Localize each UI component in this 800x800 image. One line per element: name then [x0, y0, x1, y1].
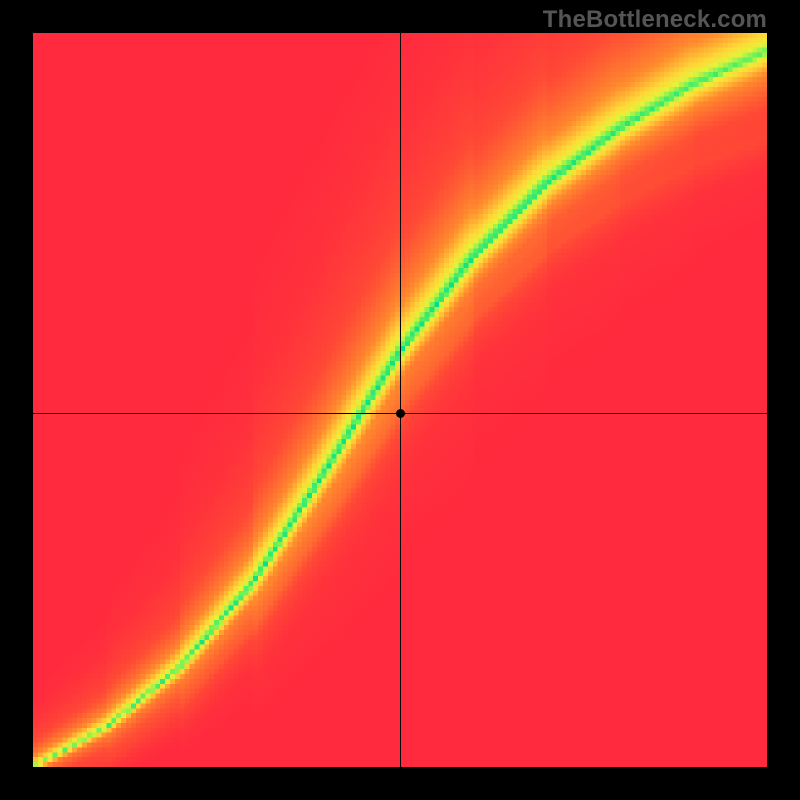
watermark-text: TheBottleneck.com	[543, 6, 767, 34]
crosshair-vertical	[400, 33, 401, 767]
crosshair-dot	[396, 409, 405, 418]
